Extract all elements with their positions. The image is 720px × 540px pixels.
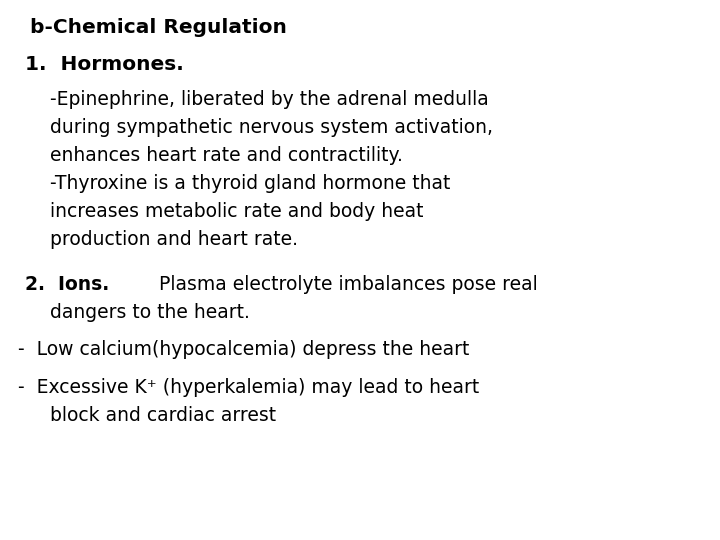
Text: enhances heart rate and contractility.: enhances heart rate and contractility. [50,146,403,165]
Text: block and cardiac arrest: block and cardiac arrest [50,406,276,425]
Text: -Thyroxine is a thyroid gland hormone that: -Thyroxine is a thyroid gland hormone th… [50,174,451,193]
Text: dangers to the heart.: dangers to the heart. [50,303,250,322]
Text: 1.  Hormones.: 1. Hormones. [25,55,184,74]
Text: production and heart rate.: production and heart rate. [50,230,298,249]
Text: -  Excessive K⁺ (hyperkalemia) may lead to heart: - Excessive K⁺ (hyperkalemia) may lead t… [18,378,480,397]
Text: Plasma electrolyte imbalances pose real: Plasma electrolyte imbalances pose real [159,275,538,294]
Text: 2.  Ions.: 2. Ions. [25,275,129,294]
Text: increases metabolic rate and body heat: increases metabolic rate and body heat [50,202,423,221]
Text: during sympathetic nervous system activation,: during sympathetic nervous system activa… [50,118,493,137]
Text: -Epinephrine, liberated by the adrenal medulla: -Epinephrine, liberated by the adrenal m… [50,90,489,109]
Text: b-Chemical Regulation: b-Chemical Regulation [30,18,287,37]
Text: -  Low calcium(hypocalcemia) depress the heart: - Low calcium(hypocalcemia) depress the … [18,340,469,359]
